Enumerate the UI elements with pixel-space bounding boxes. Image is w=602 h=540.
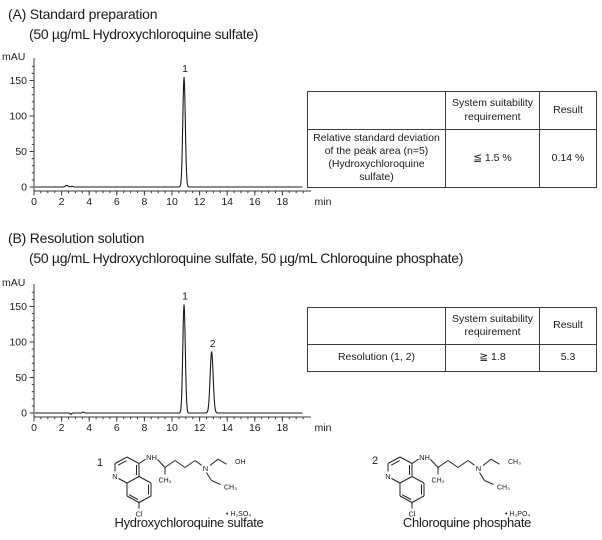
x-axis-unit-label: min <box>315 196 332 208</box>
y-tick-label: 50 <box>15 372 27 384</box>
x-tick-label: 10 <box>166 196 178 208</box>
branch-methyl-label: CH₃ <box>159 478 172 485</box>
system-suitability-table-b: System suitability requirement Result Re… <box>307 307 597 372</box>
x-tick-label: 0 <box>31 196 37 208</box>
x-tick-label: 2 <box>59 196 65 208</box>
ethyl-methyl-label: CH₃ <box>224 485 237 492</box>
ring-nitrogen-label: N <box>385 472 390 481</box>
branch-methyl-label: CH₃ <box>432 478 445 485</box>
x-tick-label: 4 <box>86 422 92 434</box>
hydroxyl-label: OH <box>235 459 246 466</box>
table-b-header-requirement: System suitability requirement <box>445 307 540 345</box>
nh-label: NH <box>419 453 430 462</box>
y-axis-unit-label: mAU <box>2 277 25 289</box>
amine-nitrogen-label: N <box>476 464 481 473</box>
x-tick-label: 8 <box>141 422 147 434</box>
ethyl-methyl-upper-label: CH₃ <box>508 459 521 466</box>
y-axis-unit-label: mAU <box>2 51 25 63</box>
x-tick-label: 14 <box>221 196 233 208</box>
structure-number: 1 <box>97 457 103 469</box>
table-a-result-value: 0.14 % <box>539 129 597 188</box>
table-row: Resolution (1, 2) ≧ 1.8 5.3 <box>307 344 597 372</box>
x-tick-label: 12 <box>194 422 206 434</box>
y-tick-label: 0 <box>21 182 27 194</box>
x-tick-label: 18 <box>277 422 289 434</box>
x-tick-label: 0 <box>31 422 37 434</box>
ring-nitrogen-label: N <box>112 472 117 481</box>
x-tick-label: 10 <box>166 422 178 434</box>
peak-number-label: 1 <box>182 290 188 302</box>
table-b-header-blank <box>307 307 446 345</box>
table-a-header-requirement: System suitability requirement <box>445 91 540 130</box>
x-tick-label: 16 <box>249 196 261 208</box>
x-tick-label: 8 <box>141 196 147 208</box>
x-tick-label: 6 <box>114 422 120 434</box>
chromatogram-trace <box>35 76 303 188</box>
chlorine-label: Cl <box>408 510 415 519</box>
x-tick-label: 2 <box>59 422 65 434</box>
table-b-header-result: Result <box>539 307 597 345</box>
y-tick-label: 100 <box>9 337 27 349</box>
table-row: Relative standard deviation of the peak … <box>307 129 597 188</box>
x-tick-label: 16 <box>249 422 261 434</box>
y-tick-label: 150 <box>9 301 27 313</box>
structure-hydroxychloroquine: 1 N NH CH₃ N OH CH₃ Cl • H₂SO₄ <box>97 453 251 519</box>
chromatogram-a: mAU min 0 50 100 150 0 2 4 6 8 10 12 14 16 18 1 <box>2 51 332 208</box>
x-tick-label: 14 <box>221 422 233 434</box>
phosphate-salt-label: • H₃PO₄ <box>505 511 530 518</box>
table-b-criterion: Resolution (1, 2) <box>307 344 446 372</box>
system-suitability-table-a: System suitability requirement Result Re… <box>307 91 597 188</box>
x-tick-label: 4 <box>86 196 92 208</box>
x-tick-label: 18 <box>277 196 289 208</box>
table-b-requirement-value: ≧ 1.8 <box>445 344 540 372</box>
caption-chloroquine: Chloroquine phosphate <box>402 515 532 530</box>
y-tick-label: 150 <box>9 75 27 87</box>
chlorine-label: Cl <box>135 510 142 519</box>
nh-label: NH <box>146 453 157 462</box>
chromatogram-trace <box>35 304 303 415</box>
y-tick-label: 0 <box>21 408 27 420</box>
peak-number-label: 2 <box>210 338 216 350</box>
table-a-header-blank <box>307 91 446 130</box>
caption-hydroxychloroquine: Hydroxychloroquine sulfate <box>114 515 264 530</box>
y-tick-label: 100 <box>9 111 27 123</box>
table-a-criterion: Relative standard deviation of the peak … <box>307 129 446 188</box>
panel-b-title: (B) Resolution solution <box>8 230 145 246</box>
table-a-header-result: Result <box>539 91 597 130</box>
y-tick-label: 50 <box>15 146 27 158</box>
structure-number: 2 <box>372 455 378 467</box>
panel-a-subtitle: (50 µg/mL Hydroxychloroquine sulfate) <box>29 26 259 42</box>
ethyl-methyl-lower-label: CH₃ <box>497 485 510 492</box>
table-a-requirement-value: ≦ 1.5 % <box>445 129 540 188</box>
table-b-result-value: 5.3 <box>539 344 597 372</box>
sulfate-salt-label: • H₂SO₄ <box>226 511 251 518</box>
structure-chloroquine: 2 N NH CH₃ N CH₃ CH₃ Cl • H₃PO₄ <box>372 453 530 519</box>
x-tick-label: 12 <box>194 196 206 208</box>
x-axis-unit-label: min <box>315 422 332 434</box>
peak-number-label: 1 <box>182 63 188 75</box>
panel-a-title: (A) Standard preparation <box>8 6 158 22</box>
panel-b-subtitle: (50 µg/mL Hydroxychloroquine sulfate, 50… <box>29 250 464 266</box>
x-tick-label: 6 <box>114 196 120 208</box>
amine-nitrogen-label: N <box>203 464 208 473</box>
